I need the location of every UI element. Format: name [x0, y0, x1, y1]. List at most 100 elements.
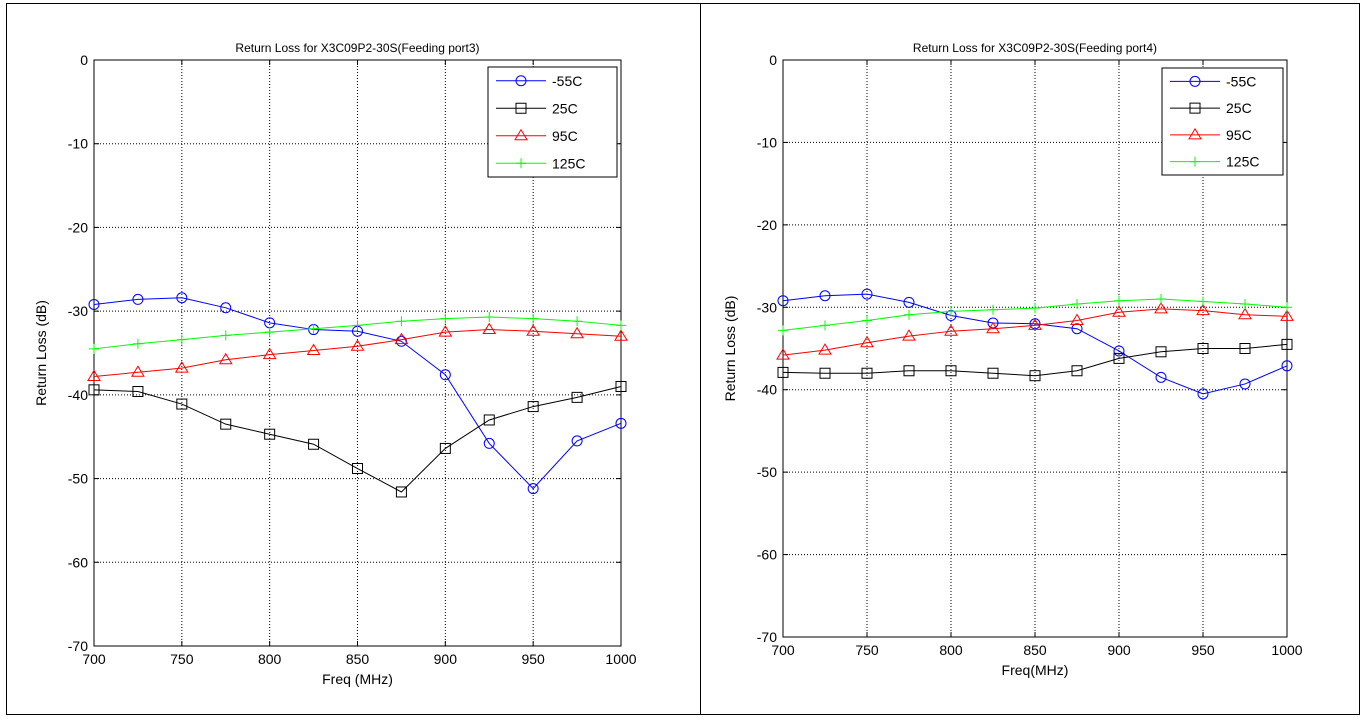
data-point — [946, 306, 956, 317]
data-point — [944, 324, 958, 336]
y-axis-label: Return Loss (dB) — [722, 296, 738, 402]
series-95C — [87, 322, 628, 381]
data-point — [1112, 305, 1126, 317]
x-tick-label: 800 — [939, 642, 963, 658]
x-tick-label: 1000 — [605, 651, 636, 667]
data-point — [174, 361, 189, 373]
data-point — [1196, 303, 1210, 316]
figure-divider — [700, 3, 701, 715]
series--55C — [777, 288, 1293, 400]
data-point — [861, 288, 873, 300]
y-tick-label: -60 — [68, 554, 88, 570]
data-point — [176, 398, 188, 410]
y-tick-label: -20 — [757, 217, 777, 233]
y-tick-label: 0 — [80, 52, 88, 68]
chart-port3: 700 750 800 850 900 950 1000 0 -10 -20 -30 -40 -50 -6… — [33, 41, 637, 687]
x-tick-label: 750 — [170, 651, 194, 667]
x-axis-label: Freq(MHz) — [1002, 662, 1069, 678]
data-point — [132, 293, 144, 305]
data-point — [1281, 338, 1293, 350]
data-point — [1240, 298, 1250, 309]
series-line — [782, 293, 1288, 395]
y-tick-label: -30 — [68, 303, 88, 319]
data-point — [988, 304, 998, 315]
data-point — [218, 352, 233, 365]
data-point — [220, 330, 231, 341]
data-point — [89, 343, 99, 354]
data-point — [862, 315, 872, 326]
data-point — [482, 322, 497, 335]
data-point — [1070, 313, 1084, 325]
data-point — [306, 343, 321, 355]
data-point — [264, 327, 275, 338]
legend-label: 125C — [1226, 154, 1259, 170]
legend-label: -55C — [552, 73, 582, 89]
data-point — [132, 386, 144, 398]
y-tick-label: -50 — [68, 471, 88, 487]
x-tick-label: 700 — [82, 651, 106, 667]
x-tick-label: 750 — [855, 642, 879, 658]
data-point — [778, 325, 788, 336]
data-point — [483, 414, 495, 426]
data-point — [308, 323, 319, 334]
y-tick-label: -70 — [68, 638, 88, 654]
data-point — [350, 339, 365, 351]
data-point — [1280, 309, 1294, 321]
data-point — [1071, 323, 1083, 335]
data-point — [527, 483, 539, 495]
legend-marker — [515, 102, 527, 114]
legend: -55C 25C 95C 125C — [487, 66, 618, 178]
data-point — [616, 320, 626, 331]
x-tick-label: 1000 — [1271, 642, 1302, 658]
data-point — [308, 438, 320, 450]
data-point — [1197, 388, 1209, 400]
data-point — [484, 312, 495, 323]
legend-marker — [1189, 75, 1201, 87]
data-point — [87, 369, 101, 381]
data-point — [819, 367, 831, 379]
series-25C — [88, 380, 627, 498]
data-point — [861, 367, 873, 379]
data-point — [1155, 371, 1167, 383]
legend-label: 25C — [1226, 100, 1252, 116]
legend-label: 25C — [552, 100, 578, 116]
data-point — [1282, 302, 1292, 313]
data-point — [945, 365, 957, 377]
data-point — [396, 316, 407, 327]
data-point — [903, 365, 915, 377]
y-tick-label: -50 — [757, 464, 777, 480]
data-point — [352, 463, 363, 475]
data-point — [819, 290, 831, 302]
data-point — [1198, 296, 1208, 307]
x-tick-label: 950 — [521, 651, 545, 667]
x-tick-label: 850 — [1023, 642, 1047, 658]
data-point — [176, 292, 188, 304]
x-axis-label: Freq (MHz) — [322, 671, 393, 687]
legend-marker — [1188, 127, 1202, 140]
data-point — [438, 325, 453, 337]
data-point — [88, 384, 100, 396]
data-point — [1113, 345, 1125, 357]
data-point — [572, 316, 583, 327]
y-tick-label: -60 — [757, 547, 777, 563]
data-point — [264, 428, 276, 440]
data-point — [440, 313, 451, 324]
data-point — [777, 295, 789, 307]
series-line — [782, 343, 1288, 377]
series-125C — [778, 294, 1292, 336]
series-line — [93, 297, 622, 490]
data-point — [1155, 346, 1167, 358]
data-point — [820, 320, 830, 331]
data-point — [904, 309, 914, 320]
data-point — [571, 435, 583, 447]
x-tick-label: 900 — [434, 651, 458, 667]
data-point — [860, 335, 874, 348]
data-point — [1113, 352, 1125, 364]
chart-title: Return Loss for X3C09P2-30S(Feeding port… — [913, 41, 1157, 55]
data-point — [615, 380, 627, 392]
data-point — [1029, 370, 1041, 382]
data-point — [220, 418, 232, 430]
data-point — [132, 338, 143, 349]
data-point — [527, 401, 539, 413]
x-tick-label: 900 — [1107, 642, 1131, 658]
